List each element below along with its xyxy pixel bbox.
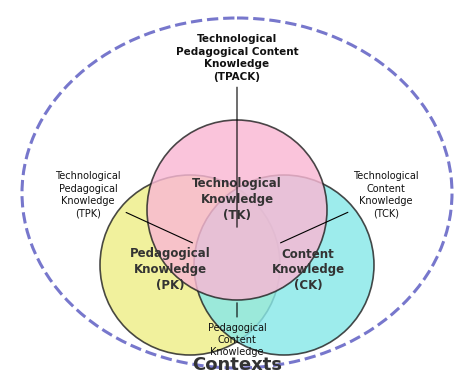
Text: Contexts: Contexts: [192, 356, 282, 374]
Text: Technological
Pedagogical
Knowledge
(TPK): Technological Pedagogical Knowledge (TPK…: [55, 171, 192, 243]
Text: Technological
Knowledge
(TK): Technological Knowledge (TK): [192, 178, 282, 222]
Circle shape: [147, 120, 327, 300]
Circle shape: [194, 175, 374, 355]
Text: Pedagogical
Content
Knowledge: Pedagogical Content Knowledge: [208, 303, 266, 357]
Text: Technological
Content
Knowledge
(TCK): Technological Content Knowledge (TCK): [281, 171, 419, 243]
Text: Technological
Pedagogical Content
Knowledge
(TPACK): Technological Pedagogical Content Knowle…: [176, 34, 298, 227]
Text: Pedagogical
Knowledge
(PK): Pedagogical Knowledge (PK): [129, 247, 210, 293]
Text: Content
Knowledge
(CK): Content Knowledge (CK): [272, 247, 345, 293]
Circle shape: [100, 175, 280, 355]
